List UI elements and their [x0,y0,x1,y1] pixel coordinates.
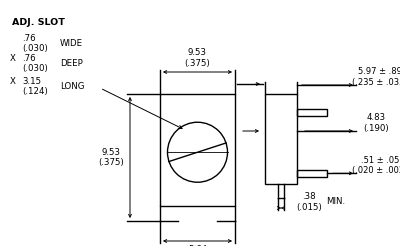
Text: LONG: LONG [60,82,84,91]
Text: 5.97 ± .89
(.235 ± .035): 5.97 ± .89 (.235 ± .035) [352,67,400,87]
Bar [160,94,235,206]
Text: 9.53
(.375): 9.53 (.375) [98,148,124,167]
Bar [265,94,297,184]
Bar [297,170,327,177]
Text: .51 ± .05
(.020 ± .002): .51 ± .05 (.020 ± .002) [352,156,400,175]
Text: WIDE: WIDE [60,39,83,48]
Text: X: X [10,54,16,63]
Text: X: X [10,77,16,86]
Text: DEEP: DEEP [60,59,83,68]
Text: .76
(.030): .76 (.030) [22,34,48,53]
Text: 4.83
(.190): 4.83 (.190) [363,113,389,133]
Text: MIN.: MIN. [326,198,346,206]
Text: 9.53
(.375): 9.53 (.375) [185,48,210,68]
Text: ADJ. SLOT: ADJ. SLOT [12,18,65,27]
Text: 5.64
(.222): 5.64 (.222) [185,245,210,246]
Text: .38
(.015): .38 (.015) [296,192,322,212]
Text: 3.15
(.124): 3.15 (.124) [22,77,48,96]
Bar [297,108,327,116]
Text: .76
(.030): .76 (.030) [22,54,48,73]
